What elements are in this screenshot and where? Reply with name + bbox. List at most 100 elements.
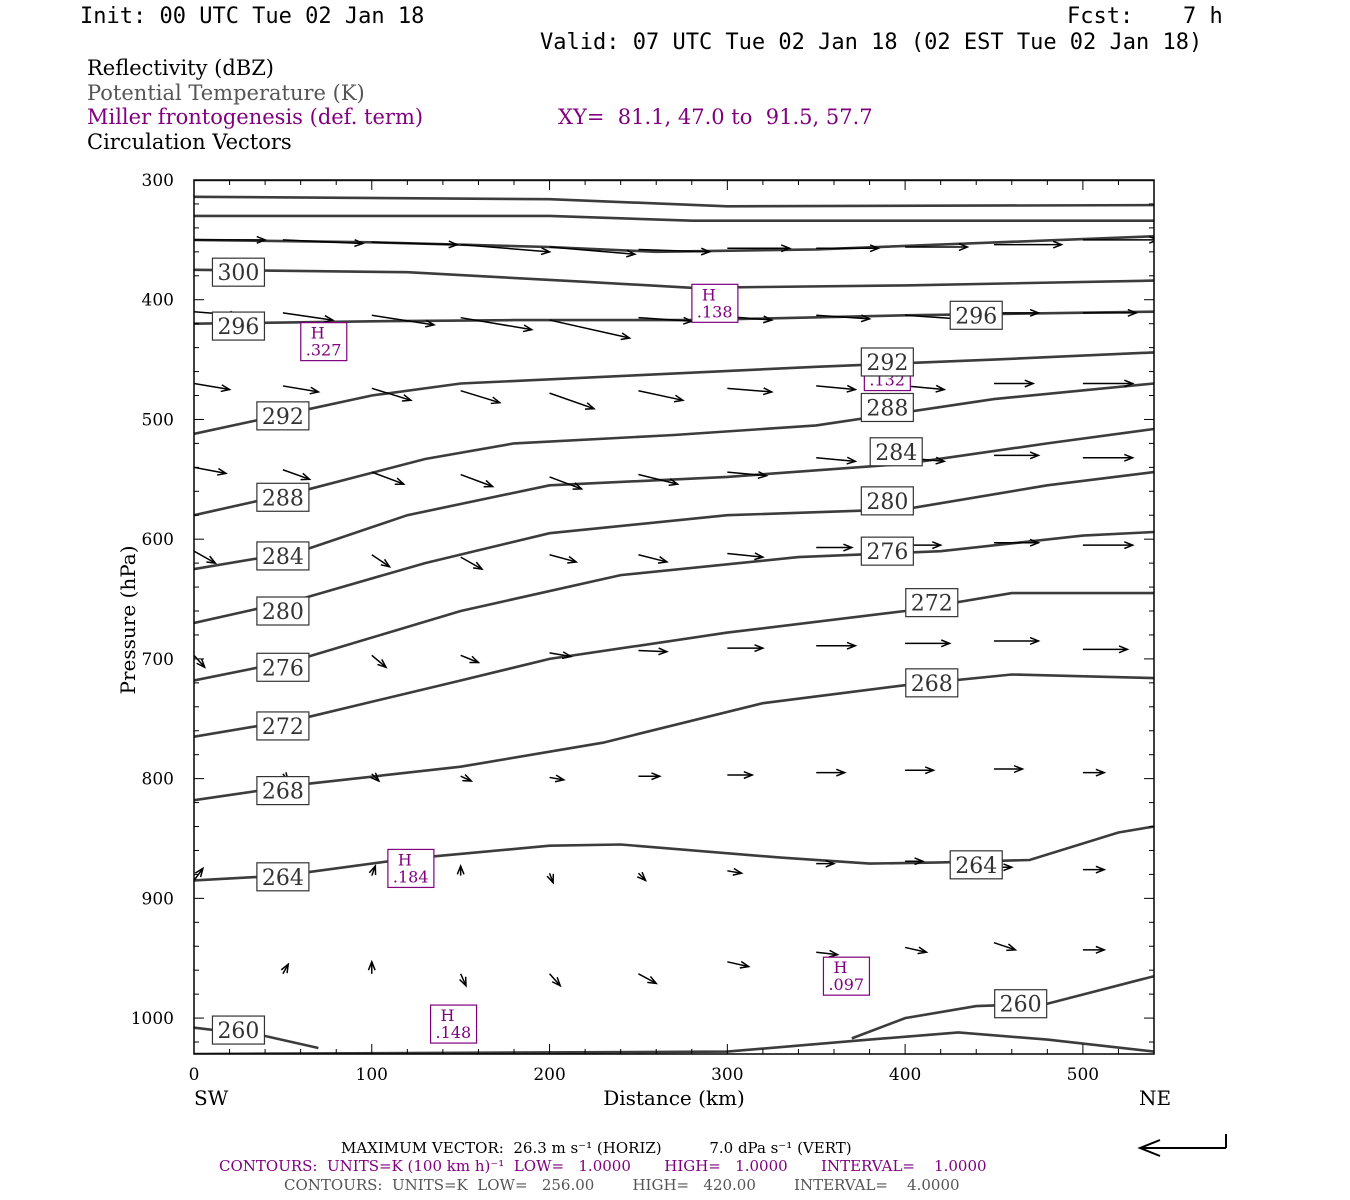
y-tick-label: 900 (142, 889, 174, 909)
vector-shaft (460, 556, 483, 570)
vector-head (1095, 865, 1107, 874)
theta-label-text: 284 (875, 441, 917, 466)
frontogenesis-max-box (822, 956, 871, 996)
vector-head (754, 552, 765, 561)
sw-label: SW (194, 1086, 229, 1110)
vector-shaft (194, 466, 227, 475)
legend-reflectivity: Reflectivity (dBZ) (87, 56, 275, 80)
max-vector-info: MAXIMUM VECTOR: 26.3 m s⁻¹ (HORIZ) 7.0 d… (341, 1139, 852, 1157)
vector-shaft (459, 973, 467, 987)
contours-frontogenesis-info: CONTOURS: UNITS=K (100 km h)⁻¹ LOW= 1.00… (219, 1157, 987, 1175)
theta-label-text: 276 (866, 540, 908, 565)
frontogenesis-max-value: .148 (436, 1023, 472, 1042)
vector-shaft (549, 652, 572, 658)
vector-head (846, 456, 858, 465)
y-tick-label: 700 (142, 650, 174, 670)
x-tick-label: 400 (889, 1065, 921, 1085)
vector-shaft (282, 469, 310, 481)
vector-shaft (727, 552, 763, 558)
vector-shaft (282, 239, 363, 245)
theta-label-text: 272 (911, 592, 953, 617)
frontogenesis-max-label: H (702, 285, 716, 304)
theta-label-box (860, 392, 914, 423)
theta-label-box (256, 596, 310, 626)
vector-head (300, 472, 312, 481)
theta-label-text: 284 (262, 545, 304, 570)
vector-shaft (905, 314, 959, 320)
vector-head (1029, 636, 1041, 645)
vector-head (828, 949, 840, 958)
legend-xy-endpoints: XY= 81.1, 47.0 to 91.5, 57.7 (558, 105, 873, 129)
frontogenesis-max-box (429, 1004, 478, 1044)
y-tick-label: 400 (142, 291, 174, 311)
vector-shaft (371, 387, 412, 402)
frontogenesis-max-label: H (833, 958, 847, 977)
forecast-hour-value: 7 h (1183, 4, 1223, 29)
vector-head (1148, 235, 1154, 244)
vector-head (935, 384, 947, 393)
reference-vector-arrow (1137, 1134, 1227, 1157)
vector-head (561, 651, 573, 660)
theta-label-box (256, 482, 310, 512)
vector-shaft (549, 554, 577, 563)
vector-shaft (194, 654, 206, 668)
theta-label-text: 264 (955, 854, 997, 879)
vector-head (220, 384, 232, 393)
theta-contour-304 (194, 214, 1154, 222)
theta-contours (194, 180, 1154, 1054)
vector-head (448, 240, 460, 249)
theta-label-text: 260 (217, 1019, 259, 1044)
vector-head (1024, 379, 1036, 388)
theta-label-box (256, 776, 310, 806)
x-tick-label: 100 (356, 1065, 388, 1085)
y-tick-label: 600 (142, 530, 174, 550)
vector-shaft (549, 776, 564, 781)
vector-shaft (904, 946, 927, 953)
theta-label-box (256, 862, 310, 892)
theta-label-box (211, 1015, 266, 1045)
vector-head (917, 946, 929, 955)
theta-label-box (905, 588, 959, 618)
vector-shaft (638, 973, 657, 985)
vector-head (377, 658, 388, 669)
valid-time: Valid: 07 UTC Tue 02 Jan 18 (02 EST Tue … (540, 30, 1203, 55)
vector-shaft (816, 314, 870, 320)
y-tick-label: 1000 (131, 1009, 174, 1029)
theta-label-box (860, 486, 914, 516)
vector-head (256, 235, 268, 244)
vector-head (757, 470, 769, 480)
vector-head (456, 864, 465, 875)
theta-contour-260 (851, 974, 1154, 1040)
vector-head (1029, 308, 1041, 317)
vector-shaft (549, 246, 635, 255)
vector-head (280, 962, 290, 974)
theta-label-text: 292 (866, 351, 908, 376)
forecast-hour-label: Fcst: (1067, 4, 1134, 29)
frontogenesis-max-value: .097 (828, 975, 864, 994)
theta-label-text: 260 (1000, 993, 1042, 1018)
theta-label-box (860, 536, 914, 566)
vector-shaft (638, 473, 678, 485)
vector-head (914, 857, 925, 866)
vector-shaft (282, 312, 333, 321)
vector-head (762, 315, 774, 324)
vector-head (584, 402, 596, 410)
vector-head (309, 386, 321, 395)
theta-contour-284 (194, 427, 1154, 571)
axes: 0 100 200 300 400 500 300 400 500 600 700 800 900 100… (131, 171, 1155, 1085)
theta-contour-268 (194, 673, 1154, 802)
vector-head (1118, 645, 1130, 654)
vector-shaft (371, 241, 458, 246)
vector-head (620, 332, 632, 341)
theta-label-text: 268 (262, 780, 304, 805)
vector-head (860, 314, 872, 323)
theta-label-text: 280 (262, 600, 304, 625)
theta-label-box (994, 989, 1048, 1019)
vector-head (743, 771, 755, 780)
y-tick-label: 300 (142, 171, 174, 191)
vector-head (483, 479, 495, 488)
vector-shaft (282, 385, 319, 393)
theta-contour-280 (194, 470, 1154, 625)
vector-shaft (727, 387, 772, 393)
